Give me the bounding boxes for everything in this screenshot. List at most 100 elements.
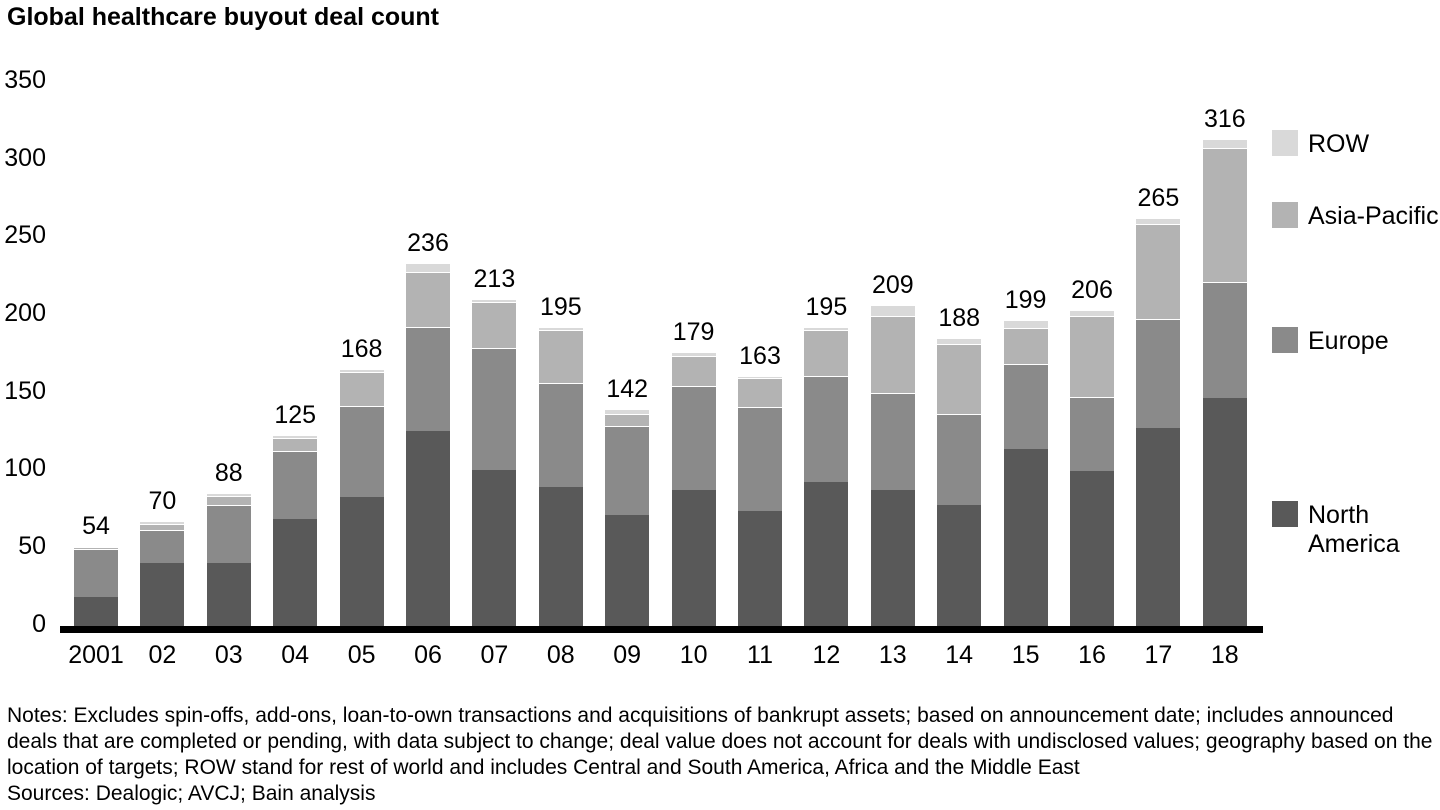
bar-segment-row [1202,138,1247,149]
bar-total-label: 213 [473,264,516,293]
bar-total-label: 88 [214,458,243,487]
bar-segment-row [870,304,915,316]
bar-segment-asia-pacific [273,438,318,451]
bar-segment-north-america [605,514,650,630]
bar-segment-north-america [671,489,716,630]
y-axis-tick-label: 100 [4,454,46,483]
bar-segment-row [804,326,849,330]
bar-total-label: 168 [340,334,383,363]
bar-segment-row [74,545,118,548]
x-axis-tick-label: 12 [812,641,841,669]
bar-segment-europe [738,407,782,512]
bar-segment-europe [472,348,517,470]
x-axis-line [60,626,1263,633]
bar-segment-europe [140,530,185,563]
bar-total-label: 179 [672,317,715,346]
y-axis-tick-label: 150 [4,376,46,405]
bar-segment-europe [273,450,318,520]
bar-segment-row [671,351,716,357]
bar-segment-europe [1136,318,1181,428]
bar-total-label: 316 [1203,104,1246,133]
bar-segment-north-america [472,469,517,630]
bar-segment-asia-pacific [206,495,251,506]
legend-label-asia-pacific: Asia-Pacific [1308,201,1439,230]
x-axis-tick-label: 15 [1011,641,1040,669]
bar-segment-asia-pacific [406,272,450,327]
legend-label-north-america: North America [1308,500,1400,558]
bar-total-label: 70 [148,486,177,515]
bar-segment-asia-pacific [804,329,849,377]
legend-swatch-north-america [1272,500,1298,527]
x-axis-tick-label: 02 [148,641,177,669]
bar-2004 [273,435,318,630]
x-axis-tick-label: 07 [480,641,509,669]
legend-swatch-europe [1272,326,1298,353]
bar-segment-asia-pacific [1202,148,1247,282]
bar-segment-asia-pacific [538,329,583,383]
x-axis-tick-label: 10 [679,641,708,669]
bar-2001 [74,545,118,630]
x-axis-tick-label: 06 [414,641,442,669]
bar-segment-europe [1070,396,1114,472]
x-axis-tick-label: 03 [214,641,243,669]
bar-segment-north-america [538,486,583,630]
legend-label-europe: Europe [1308,326,1389,355]
bar-2016 [1070,309,1114,630]
bar-2003 [206,492,251,630]
bar-2018 [1202,138,1247,630]
bar-total-label: 195 [805,292,848,321]
bar-segment-row [273,435,318,439]
x-axis-tick-label: 04 [281,641,310,669]
legend-label-row: ROW [1308,130,1370,159]
x-axis-tick-label: 2001 [68,641,124,669]
bar-segment-north-america [74,596,118,630]
bar-segment-north-america [339,497,384,630]
bar-segment-north-america [1070,471,1114,630]
bar-segment-asia-pacific [140,523,185,531]
x-axis-tick-label: 17 [1144,641,1173,669]
bar-total-label: 199 [1004,286,1047,315]
bar-segment-europe [671,385,716,490]
bar-segment-asia-pacific [74,547,118,549]
bar-2008 [538,326,583,630]
y-axis-tick-label: 300 [4,143,46,172]
bar-total-label: 265 [1137,183,1180,212]
bar-segment-europe [937,413,982,506]
bar-segment-row [738,376,782,378]
bar-segment-north-america [804,481,849,630]
bar-segment-row [538,326,583,330]
legend-swatch-asia-pacific [1272,201,1298,228]
bar-2006 [406,263,450,630]
y-axis-tick-label: 250 [4,221,46,250]
bar-segment-europe [1202,281,1247,399]
bar-2005 [339,368,384,630]
bar-segment-row [339,368,384,372]
bar-total-label: 188 [938,303,981,332]
bar-segment-asia-pacific [1070,315,1114,397]
x-axis-tick-label: 11 [747,641,773,669]
y-axis-tick-label: 0 [32,609,46,638]
bar-segment-row [605,408,650,414]
bar-2017 [1136,217,1181,630]
bar-2002 [140,520,185,630]
bar-segment-asia-pacific [1003,328,1048,364]
bar-segment-north-america [870,489,915,630]
bar-total-label: 142 [606,374,649,403]
x-axis-tick-label: 13 [878,641,907,669]
bar-segment-north-america [1202,398,1247,630]
bar-segment-europe [74,548,118,597]
bar-segment-asia-pacific [472,301,517,349]
bar-segment-north-america [1003,449,1048,630]
bar-total-label: 209 [871,270,914,299]
bar-segment-north-america [937,505,982,630]
x-axis-tick-label: 05 [347,641,376,669]
bar-2013 [870,304,915,630]
bar-2010 [671,351,716,630]
bar-segment-asia-pacific [671,356,716,386]
bar-segment-row [206,492,251,496]
bar-2007 [472,298,517,630]
bar-segment-row [406,263,450,273]
x-axis-tick-label: 08 [546,641,575,669]
chart-footer: Notes: Excludes spin-offs, add-ons, loan… [7,703,1437,807]
